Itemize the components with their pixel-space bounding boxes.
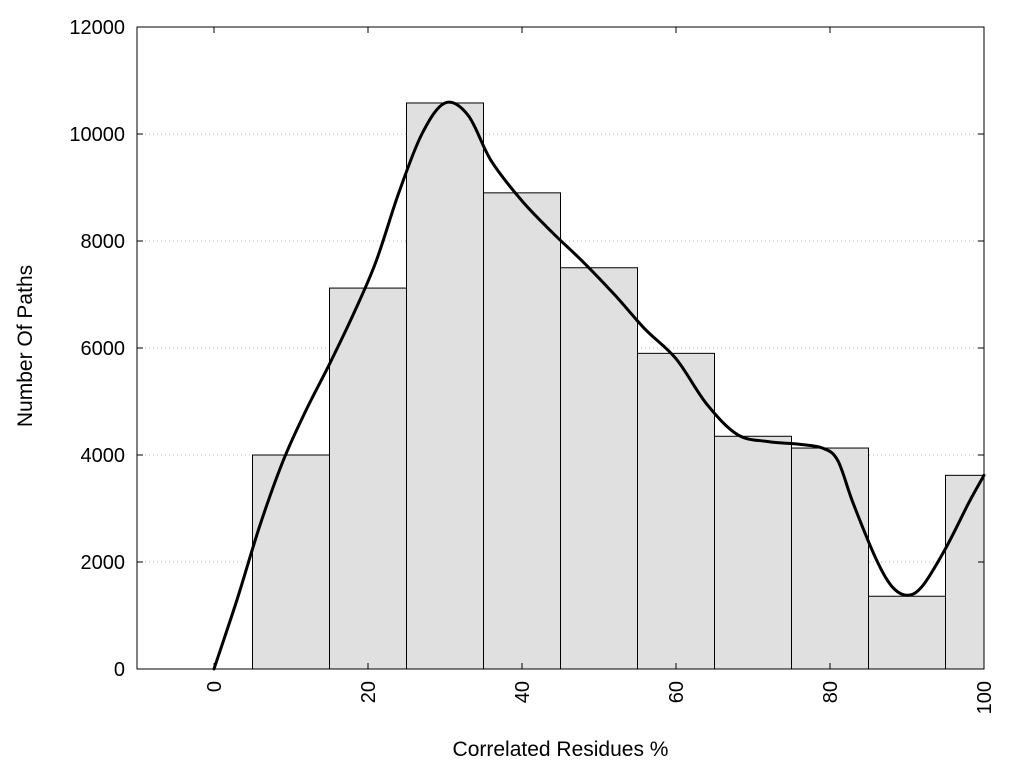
y-tick-label: 8000 — [81, 231, 126, 253]
x-tick-label: 0 — [204, 681, 226, 692]
x-tick-label: 20 — [358, 681, 380, 703]
x-tick-label: 60 — [666, 681, 688, 703]
histogram-bar — [560, 267, 638, 670]
histogram-bar — [945, 474, 985, 670]
y-axis-title: Number Of Paths — [14, 265, 37, 427]
x-axis-ticks: 0 20 40 60 80 100 — [204, 27, 996, 714]
histogram-bar — [483, 192, 561, 670]
y-tick-label: 2000 — [81, 552, 126, 574]
histogram-bar — [791, 447, 869, 670]
y-axis-ticks: 0 2000 4000 6000 8000 10000 12000 — [69, 17, 984, 681]
y-tick-label: 10000 — [69, 124, 125, 146]
histogram-bar — [406, 102, 484, 670]
y-tick-label: 0 — [114, 659, 125, 681]
x-tick-label: 40 — [512, 681, 534, 703]
bars — [252, 102, 985, 670]
x-axis-title: Correlated Residues % — [453, 738, 669, 761]
histogram-bar — [637, 352, 715, 670]
x-tick-label: 80 — [820, 681, 842, 703]
y-tick-label: 6000 — [81, 338, 126, 360]
histogram-bar — [329, 287, 407, 670]
y-tick-label: 12000 — [69, 17, 125, 39]
fit-curve — [212, 100, 986, 671]
x-tick-label: 100 — [974, 681, 996, 714]
histogram-bar — [714, 435, 792, 670]
histogram-bar — [252, 454, 330, 670]
histogram-bar — [868, 595, 946, 670]
y-tick-label: 4000 — [81, 445, 126, 467]
fit-curve-line — [212, 100, 986, 671]
